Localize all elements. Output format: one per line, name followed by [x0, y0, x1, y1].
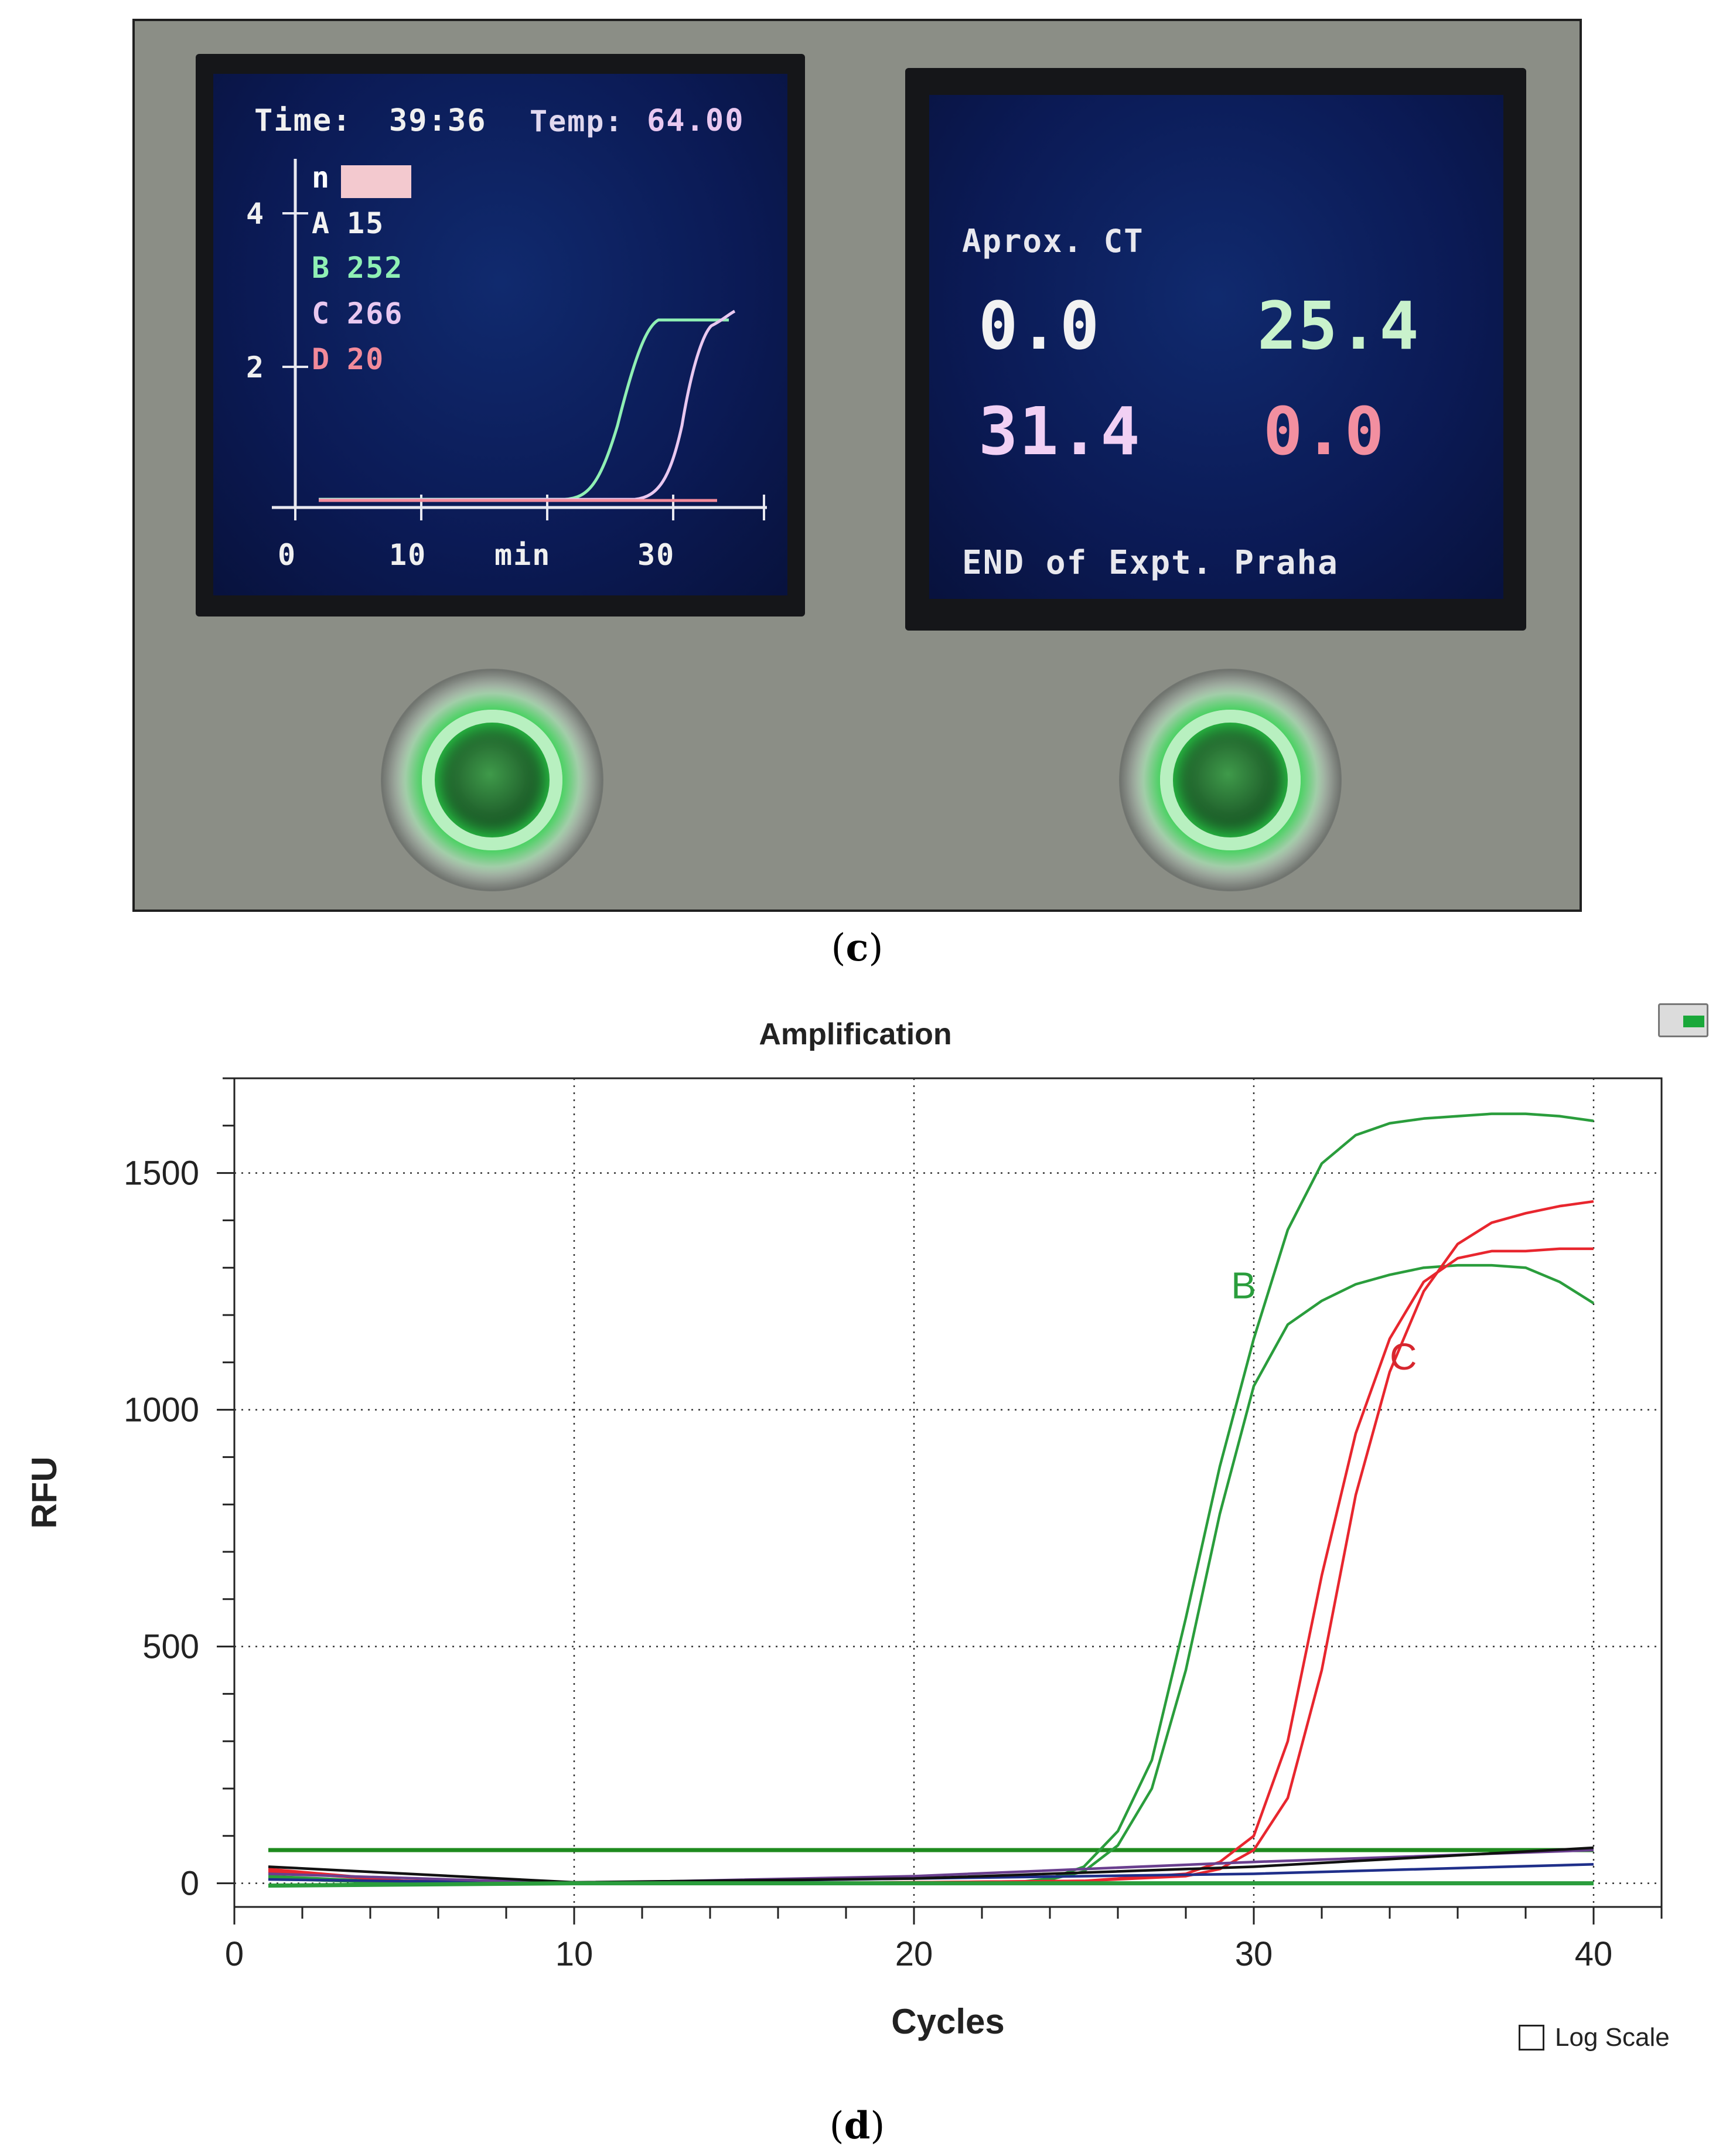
ct-value-c: 31.4	[978, 394, 1141, 470]
right-push-button[interactable]	[1160, 710, 1301, 850]
lcd-legend-c-letter: C	[312, 297, 331, 331]
log-scale-label: Log Scale	[1555, 2023, 1670, 2052]
series-annotation-c: C	[1390, 1336, 1417, 1378]
left-push-button[interactable]	[422, 710, 562, 850]
lcd-legend-b-value: 252	[347, 251, 404, 285]
lcd-x-tick-label: 10	[389, 538, 427, 572]
temp-label: Temp:	[530, 104, 624, 138]
ct-value-d: 0.0	[1263, 394, 1386, 470]
lcd-y-tick-label: 4	[246, 197, 265, 231]
log-scale-toggle[interactable]: Log Scale	[1519, 2023, 1670, 2052]
x-axis-label: Cycles	[891, 2002, 1004, 2041]
x-tick-label: 10	[555, 1935, 593, 1973]
x-tick-label: 20	[895, 1935, 933, 1973]
right-lcd-screen: Aprox. CT 0.0 25.4 31.4 0.0 END of Expt.…	[929, 95, 1503, 599]
left-lcd-screen: Time: 39:36 Temp: 64.00 4 2 n A 15 B 252…	[213, 74, 787, 595]
panel-c-caption: (c)	[831, 926, 884, 970]
x-tick-label: 0	[225, 1935, 244, 1973]
time-label: Time:	[254, 103, 352, 138]
x-tick-label: 30	[1235, 1935, 1273, 1973]
series-line-green	[268, 1881, 1594, 1888]
experiment-status-footer: END of Expt. Praha	[962, 544, 1339, 582]
ct-title: Aprox. CT	[962, 223, 1144, 260]
time-value: 39:36	[389, 103, 487, 138]
plot-area	[233, 1077, 1663, 1908]
lcd-legend-a-value: 15	[347, 206, 385, 240]
y-tick-label: 0	[180, 1865, 199, 1903]
panel-c-caption-letter: c	[845, 926, 869, 970]
chart-options-icon-fill	[1683, 1016, 1704, 1027]
lcd-legend-d-value: 20	[347, 342, 385, 376]
series-line-black	[268, 1846, 1594, 1884]
x-tick-label: 40	[1575, 1935, 1613, 1973]
series-line-purple	[268, 1848, 1594, 1885]
ct-value-a: 0.0	[978, 288, 1101, 365]
y-tick-label: 1500	[124, 1154, 199, 1193]
lcd-legend-b-letter: B	[312, 251, 331, 285]
y-tick-label: 1000	[124, 1391, 199, 1429]
temp-value: 64.00	[647, 103, 745, 138]
series-annotation-b: B	[1231, 1265, 1256, 1307]
amplification-chart: 0 10 20 30 40 0 500 1000 1500 Amplification Cycles…	[25, 1017, 1663, 2041]
lcd-legend-d-letter: D	[312, 342, 331, 376]
lcd-x-tick-label: 30	[637, 538, 676, 572]
y-axis-label: RFU	[25, 1456, 64, 1528]
y-tick-label: 500	[142, 1628, 199, 1666]
lcd-legend-a-letter: A	[312, 206, 331, 240]
chart-options-icon[interactable]	[1658, 1003, 1708, 1037]
chart-title: Amplification	[759, 1017, 951, 1051]
device-photo-panel: Time: 39:36 Temp: 64.00 4 2 n A 15 B 252…	[132, 19, 1582, 912]
lcd-mini-chart	[272, 159, 767, 520]
lcd-legend-c-value: 266	[347, 297, 404, 331]
lcd-legend-n-letter: n	[312, 161, 331, 195]
lcd-x-tick-label: 0	[278, 538, 297, 572]
lcd-x-axis-unit: min	[494, 538, 551, 572]
ct-value-b: 25.4	[1257, 288, 1420, 365]
panel-d-caption: (d)	[829, 2104, 885, 2148]
panel-d-caption-letter: d	[844, 2104, 871, 2148]
lcd-y-tick-label: 2	[246, 350, 265, 384]
log-scale-checkbox[interactable]	[1519, 2025, 1544, 2051]
